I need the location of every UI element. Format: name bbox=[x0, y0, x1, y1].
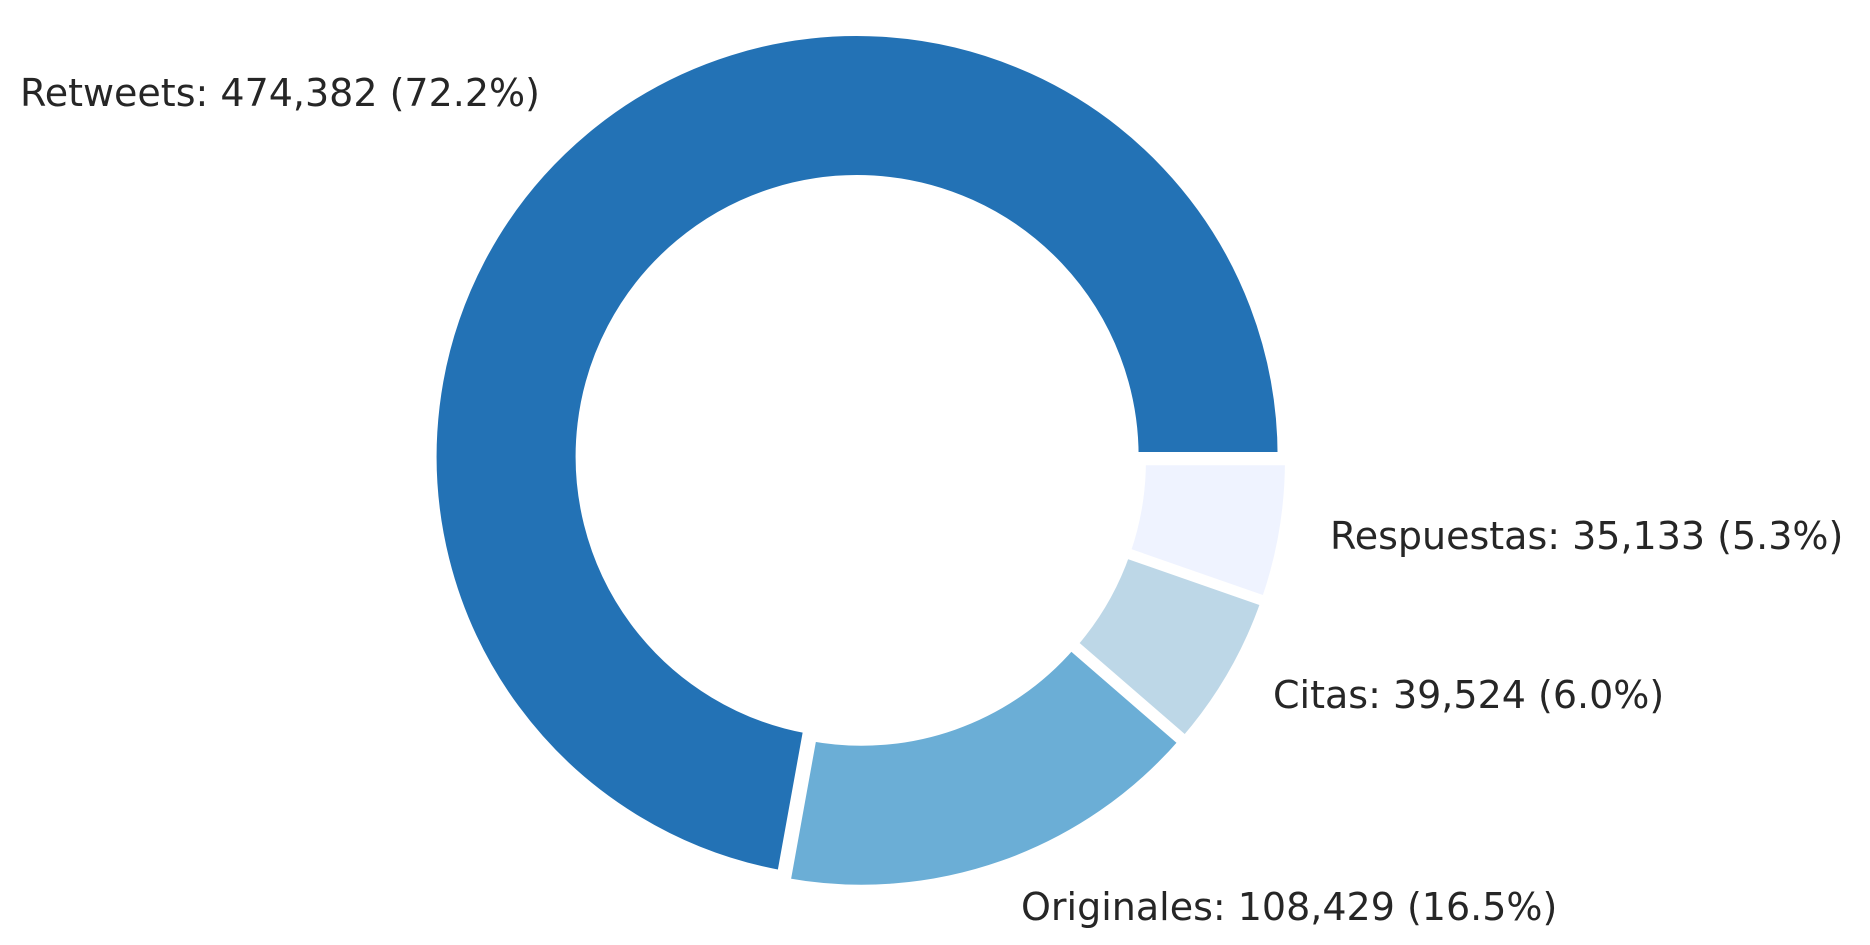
slice-respuestas bbox=[1120, 456, 1294, 607]
slice-originales bbox=[780, 639, 1190, 894]
slice-label-retweets: Retweets: 474,382 (72.2%) bbox=[20, 71, 540, 115]
donut-slices bbox=[427, 27, 1294, 894]
slice-label-respuestas: Respuestas: 35,133 (5.3%) bbox=[1330, 514, 1843, 558]
slice-label-originales: Originales: 108,429 (16.5%) bbox=[1021, 885, 1557, 929]
slice-retweets bbox=[427, 27, 1287, 881]
slice-label-citas: Citas: 39,524 (6.0%) bbox=[1273, 673, 1664, 717]
